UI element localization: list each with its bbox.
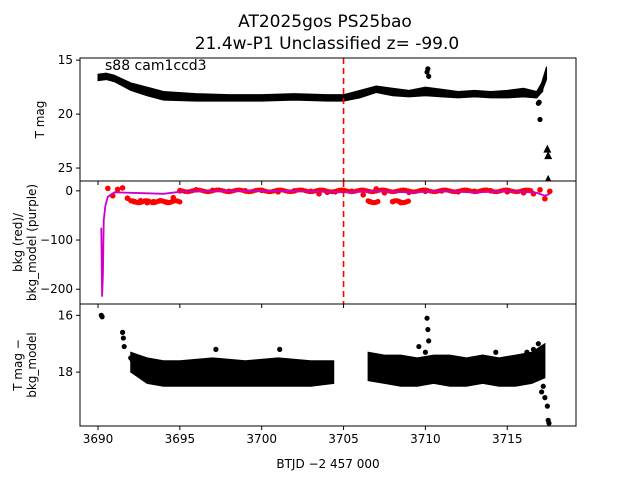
bkg-point [405, 198, 411, 204]
y-tick-label: 0 [65, 184, 73, 198]
bkg-point [177, 199, 183, 205]
data-point [524, 349, 530, 355]
plot-area [100, 181, 553, 304]
x-tick-label: 3700 [246, 432, 277, 446]
data-point [129, 358, 135, 364]
bkg-point [360, 191, 366, 198]
data-point [99, 314, 105, 320]
panel-frame [79, 303, 577, 427]
data-point [425, 66, 431, 72]
x-tick-label: 3695 [165, 432, 196, 446]
plot-area [98, 312, 552, 426]
data-point [544, 403, 550, 409]
data-point [542, 395, 548, 401]
data-point [277, 346, 283, 352]
data-point [536, 99, 542, 105]
bkg-point [119, 185, 126, 191]
x-tick-label: 3705 [328, 432, 359, 446]
data-point [535, 341, 541, 347]
data-point [493, 349, 499, 355]
y-tick-label: 18 [58, 365, 73, 379]
data-point [422, 349, 428, 355]
plot-area [97, 58, 553, 181]
bkg-point [105, 185, 111, 192]
data-point [540, 383, 546, 389]
data-point [120, 335, 126, 341]
bkg-model-line [100, 189, 551, 297]
panel-frame [79, 57, 577, 182]
y-axis-label-line: bkg_model (purple) [25, 184, 39, 301]
y-tick-label: 20 [58, 107, 73, 121]
y-tick-label: 16 [58, 308, 73, 322]
x-axis-label: BTJD −2 457 000 [276, 457, 379, 471]
chart-title-line1: AT2025gos PS25bao [238, 12, 412, 32]
bkg-point [114, 186, 121, 193]
y-axis-label-line: T mag [33, 101, 47, 140]
upper-limit-marker [545, 174, 552, 181]
y-axis-label: T mag [33, 101, 47, 140]
x-tick-label: 3715 [492, 432, 523, 446]
data-band-1 [367, 342, 546, 387]
y-axis-label: bkg (red)/bkg_model (purple) [11, 184, 39, 301]
y-tick-label: −200 [40, 282, 73, 296]
y-axis-label-line: bkg (red)/ [11, 212, 25, 272]
x-tick-label: 3690 [83, 432, 114, 446]
data-point [539, 389, 545, 395]
x-tick-label: 3710 [410, 432, 441, 446]
panel-bottom-difference: 16 18 3690 3695 3700 3705 3710 3715 T mag −bkg_m… [11, 303, 577, 446]
upper-limit-marker [544, 151, 553, 160]
bkg-point [542, 195, 548, 202]
bkg-point [375, 198, 381, 205]
data-point [538, 87, 544, 93]
data-point [416, 343, 422, 350]
chart-title-line2: 21.4w-P1 Unclassified z= -99.0 [195, 34, 459, 54]
data-point [424, 315, 430, 321]
y-axis-label-line: T mag − [11, 339, 25, 392]
data-band-0 [97, 66, 548, 102]
data-point [426, 338, 432, 344]
upper-limit-marker [543, 144, 552, 153]
data-point [426, 73, 432, 79]
y-tick-label: 25 [58, 161, 73, 175]
data-point [425, 326, 431, 333]
bkg-point [537, 187, 543, 193]
data-point [213, 346, 219, 352]
y-axis-label-line: bkg_model [25, 332, 39, 398]
data-point [121, 343, 127, 350]
data-band-0 [130, 351, 335, 387]
y-tick-label: −100 [40, 233, 73, 247]
data-point [530, 346, 537, 352]
data-point [537, 116, 543, 123]
panel-annotation: s88 cam1ccd3 [105, 58, 207, 74]
data-point [546, 420, 552, 426]
y-axis-label: T mag −bkg_model [11, 332, 39, 398]
data-point [119, 329, 126, 335]
bkg-point [547, 188, 553, 195]
y-tick-label: 15 [58, 53, 73, 67]
